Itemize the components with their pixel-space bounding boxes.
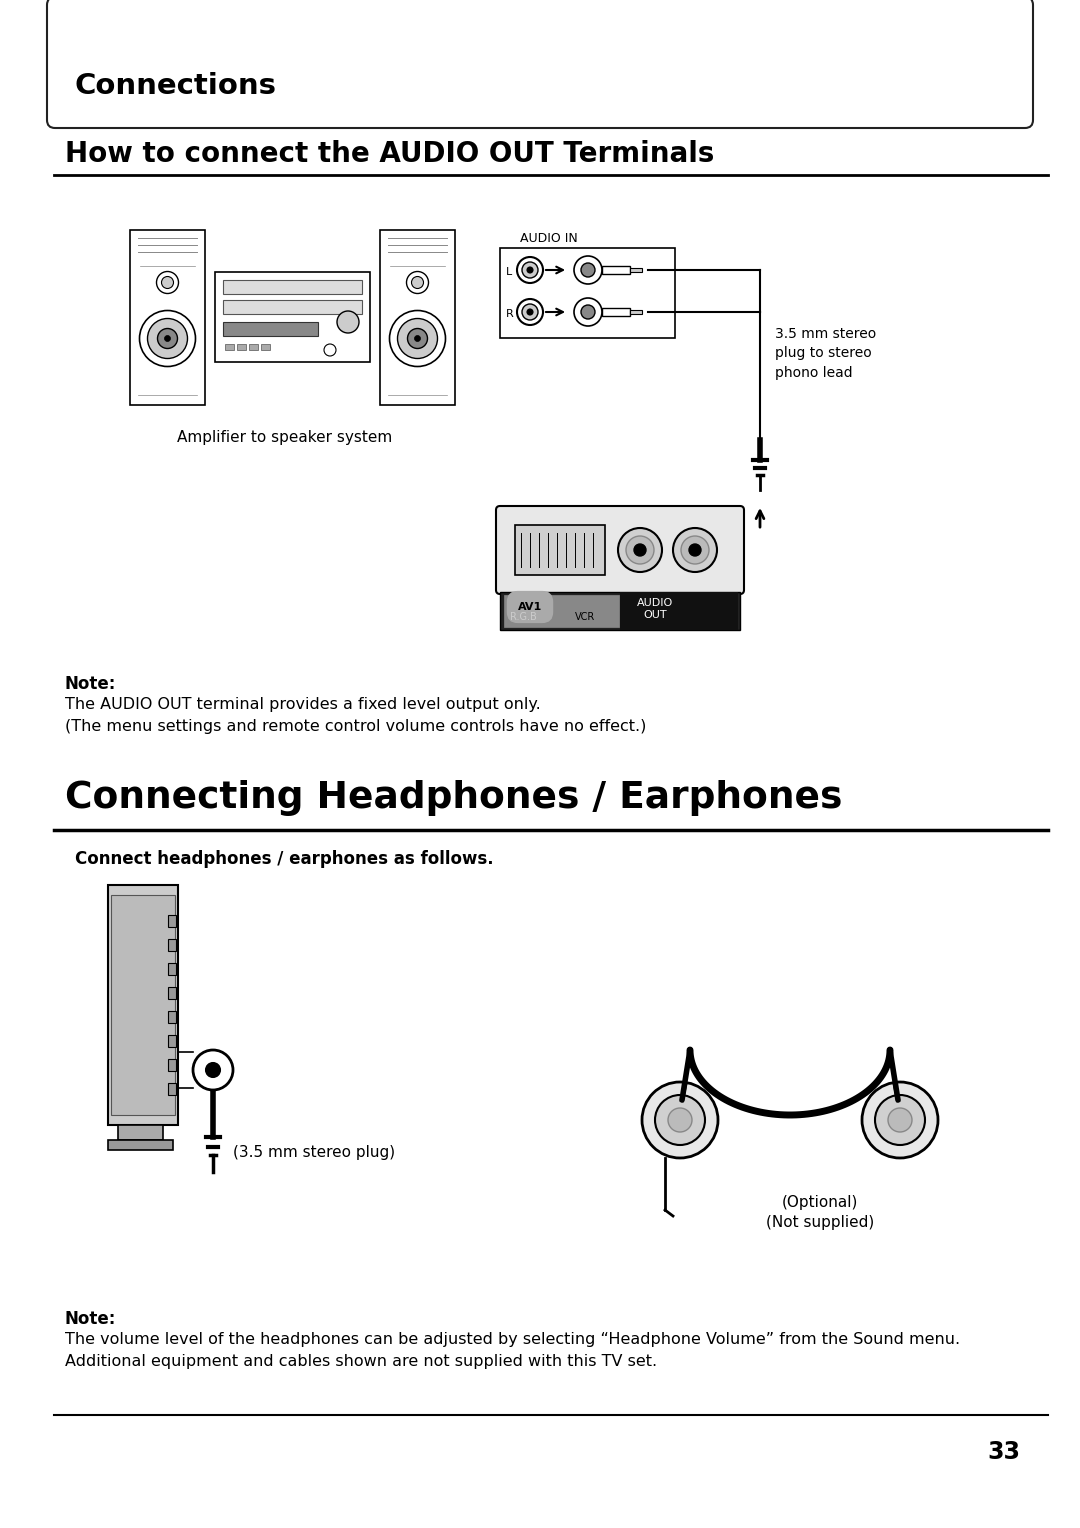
- Bar: [222, 299, 362, 313]
- Bar: [620, 591, 738, 630]
- Text: (Not supplied): (Not supplied): [766, 1215, 874, 1230]
- Text: The AUDIO OUT terminal provides a fixed level output only.: The AUDIO OUT terminal provides a fixed …: [65, 697, 541, 712]
- Circle shape: [573, 298, 602, 325]
- Text: Amplifier to speaker system: Amplifier to speaker system: [177, 429, 393, 445]
- Circle shape: [669, 1108, 692, 1132]
- Bar: [222, 322, 318, 336]
- FancyBboxPatch shape: [48, 0, 1032, 128]
- Text: R.G.B: R.G.B: [510, 613, 537, 622]
- Circle shape: [642, 1082, 718, 1158]
- Circle shape: [581, 306, 595, 319]
- Circle shape: [673, 529, 717, 571]
- Circle shape: [406, 272, 429, 293]
- Bar: [504, 594, 619, 626]
- Text: The volume level of the headphones can be adjusted by selecting “Headphone Volum: The volume level of the headphones can b…: [65, 1332, 960, 1348]
- Circle shape: [164, 336, 171, 341]
- Bar: [602, 266, 630, 274]
- Circle shape: [157, 272, 178, 293]
- Text: VCR: VCR: [575, 613, 595, 622]
- Text: Note:: Note:: [65, 675, 117, 694]
- Text: Connecting Headphones / Earphones: Connecting Headphones / Earphones: [65, 779, 842, 816]
- Bar: [168, 987, 176, 999]
- Bar: [602, 309, 630, 316]
- Text: Connect headphones / earphones as follows.: Connect headphones / earphones as follow…: [75, 850, 494, 868]
- Bar: [225, 344, 234, 350]
- Circle shape: [581, 263, 595, 277]
- Bar: [168, 1034, 176, 1047]
- Circle shape: [517, 257, 543, 283]
- Circle shape: [390, 310, 446, 367]
- Circle shape: [324, 344, 336, 356]
- Circle shape: [415, 336, 420, 341]
- Circle shape: [527, 309, 534, 315]
- Text: (3.5 mm stereo plug): (3.5 mm stereo plug): [233, 1144, 395, 1160]
- Circle shape: [689, 544, 701, 556]
- Circle shape: [517, 299, 543, 325]
- Circle shape: [634, 544, 646, 556]
- Circle shape: [411, 277, 423, 289]
- Bar: [111, 895, 175, 1115]
- Bar: [168, 1083, 176, 1096]
- FancyBboxPatch shape: [496, 506, 744, 594]
- Bar: [168, 940, 176, 950]
- Bar: [630, 267, 642, 272]
- Circle shape: [158, 329, 177, 348]
- Bar: [237, 344, 246, 350]
- Circle shape: [875, 1096, 924, 1144]
- Circle shape: [407, 329, 428, 348]
- Bar: [130, 231, 205, 405]
- Text: AUDIO IN: AUDIO IN: [519, 232, 578, 244]
- Bar: [500, 591, 740, 630]
- Text: 3.5 mm stereo
plug to stereo
phono lead: 3.5 mm stereo plug to stereo phono lead: [775, 327, 876, 380]
- Bar: [108, 885, 178, 1125]
- Bar: [118, 1125, 163, 1140]
- Text: (Optional): (Optional): [782, 1195, 859, 1210]
- Text: Additional equipment and cables shown are not supplied with this TV set.: Additional equipment and cables shown ar…: [65, 1354, 657, 1369]
- Circle shape: [888, 1108, 912, 1132]
- Circle shape: [337, 312, 359, 333]
- Bar: [380, 231, 455, 405]
- Bar: [515, 526, 605, 575]
- Bar: [168, 963, 176, 975]
- Circle shape: [148, 318, 188, 359]
- Circle shape: [397, 318, 437, 359]
- Bar: [500, 248, 675, 338]
- Circle shape: [527, 267, 534, 274]
- Circle shape: [206, 1063, 220, 1077]
- Bar: [222, 280, 362, 293]
- Circle shape: [573, 257, 602, 284]
- Bar: [215, 272, 370, 362]
- Text: 33: 33: [987, 1439, 1020, 1464]
- Bar: [168, 1012, 176, 1024]
- Circle shape: [618, 529, 662, 571]
- Circle shape: [522, 261, 538, 278]
- Text: (The menu settings and remote control volume controls have no effect.): (The menu settings and remote control vo…: [65, 720, 646, 733]
- Text: Note:: Note:: [65, 1309, 117, 1328]
- Bar: [261, 344, 270, 350]
- Circle shape: [162, 277, 174, 289]
- Bar: [168, 1059, 176, 1071]
- Text: AV1: AV1: [518, 602, 542, 613]
- Text: AUDIO
OUT: AUDIO OUT: [637, 597, 673, 620]
- Bar: [249, 344, 258, 350]
- Circle shape: [193, 1050, 233, 1089]
- Circle shape: [522, 304, 538, 319]
- Circle shape: [681, 536, 708, 564]
- Bar: [168, 915, 176, 927]
- Text: L: L: [507, 267, 512, 277]
- Text: R: R: [507, 309, 514, 319]
- Circle shape: [626, 536, 654, 564]
- Bar: [630, 310, 642, 313]
- Text: How to connect the AUDIO OUT Terminals: How to connect the AUDIO OUT Terminals: [65, 141, 714, 168]
- Circle shape: [139, 310, 195, 367]
- Bar: [108, 1140, 173, 1151]
- Text: Connections: Connections: [75, 72, 276, 99]
- Circle shape: [654, 1096, 705, 1144]
- Circle shape: [862, 1082, 939, 1158]
